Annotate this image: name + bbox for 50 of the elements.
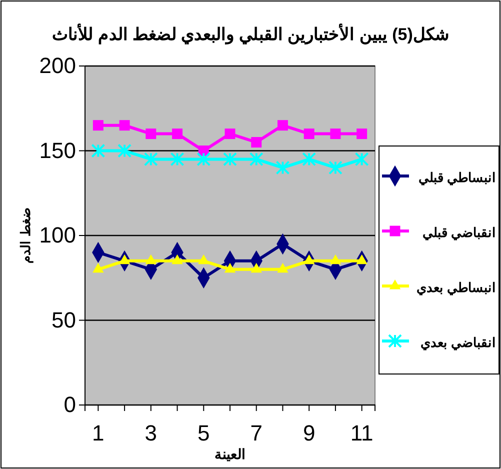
- y-tick-label: 100: [39, 222, 76, 248]
- point: [304, 128, 314, 140]
- point: [356, 254, 368, 264]
- x-axis-title: العينة: [214, 446, 246, 462]
- point: [277, 120, 288, 131]
- point: [354, 152, 369, 166]
- x-tick-label: 5: [198, 420, 210, 446]
- x-tick-label: 9: [302, 420, 316, 446]
- point: [277, 262, 288, 273]
- point: [251, 137, 262, 148]
- point: [92, 120, 104, 131]
- y-tick-label: 50: [52, 307, 76, 332]
- point: [144, 152, 158, 166]
- point: [198, 254, 210, 264]
- y-tick-label: 0: [64, 392, 76, 418]
- point: [118, 254, 130, 264]
- chart-title: شكل(5) يبين الأختبارين القبلي والبعدي لضغط الدم للأناث: [52, 23, 449, 45]
- point: [250, 262, 262, 273]
- point: [224, 128, 236, 140]
- legend-label: انقباضي بعدي: [420, 335, 496, 351]
- legend-label: انقباضي قبلي: [422, 225, 496, 241]
- point: [302, 152, 316, 166]
- point: [170, 152, 184, 166]
- x-tick-label: 1: [92, 420, 104, 446]
- point: [223, 152, 237, 166]
- y-axis-title: ضغط الدم: [18, 208, 34, 264]
- point: [196, 152, 211, 166]
- point: [249, 152, 264, 166]
- point: [303, 254, 315, 264]
- point: [172, 254, 183, 264]
- point: [330, 254, 342, 264]
- point: [328, 160, 342, 175]
- legend-label: انبساطي قبلي: [418, 170, 496, 186]
- point: [224, 262, 236, 273]
- y-tick-label: 200: [39, 53, 76, 78]
- point: [119, 120, 130, 131]
- point: [330, 128, 341, 140]
- point: [91, 144, 106, 158]
- point: [276, 160, 290, 175]
- legend-label: انبساطي بعدي: [416, 280, 496, 296]
- point: [145, 254, 157, 264]
- point: [356, 128, 368, 140]
- x-tick-label: 7: [250, 420, 262, 446]
- point: [146, 128, 156, 140]
- point: [172, 128, 183, 140]
- point: [118, 144, 132, 158]
- x-tick-label: 3: [144, 420, 158, 446]
- x-tick-label: 11: [350, 420, 374, 446]
- point: [92, 262, 104, 273]
- y-tick-label: 150: [39, 138, 76, 163]
